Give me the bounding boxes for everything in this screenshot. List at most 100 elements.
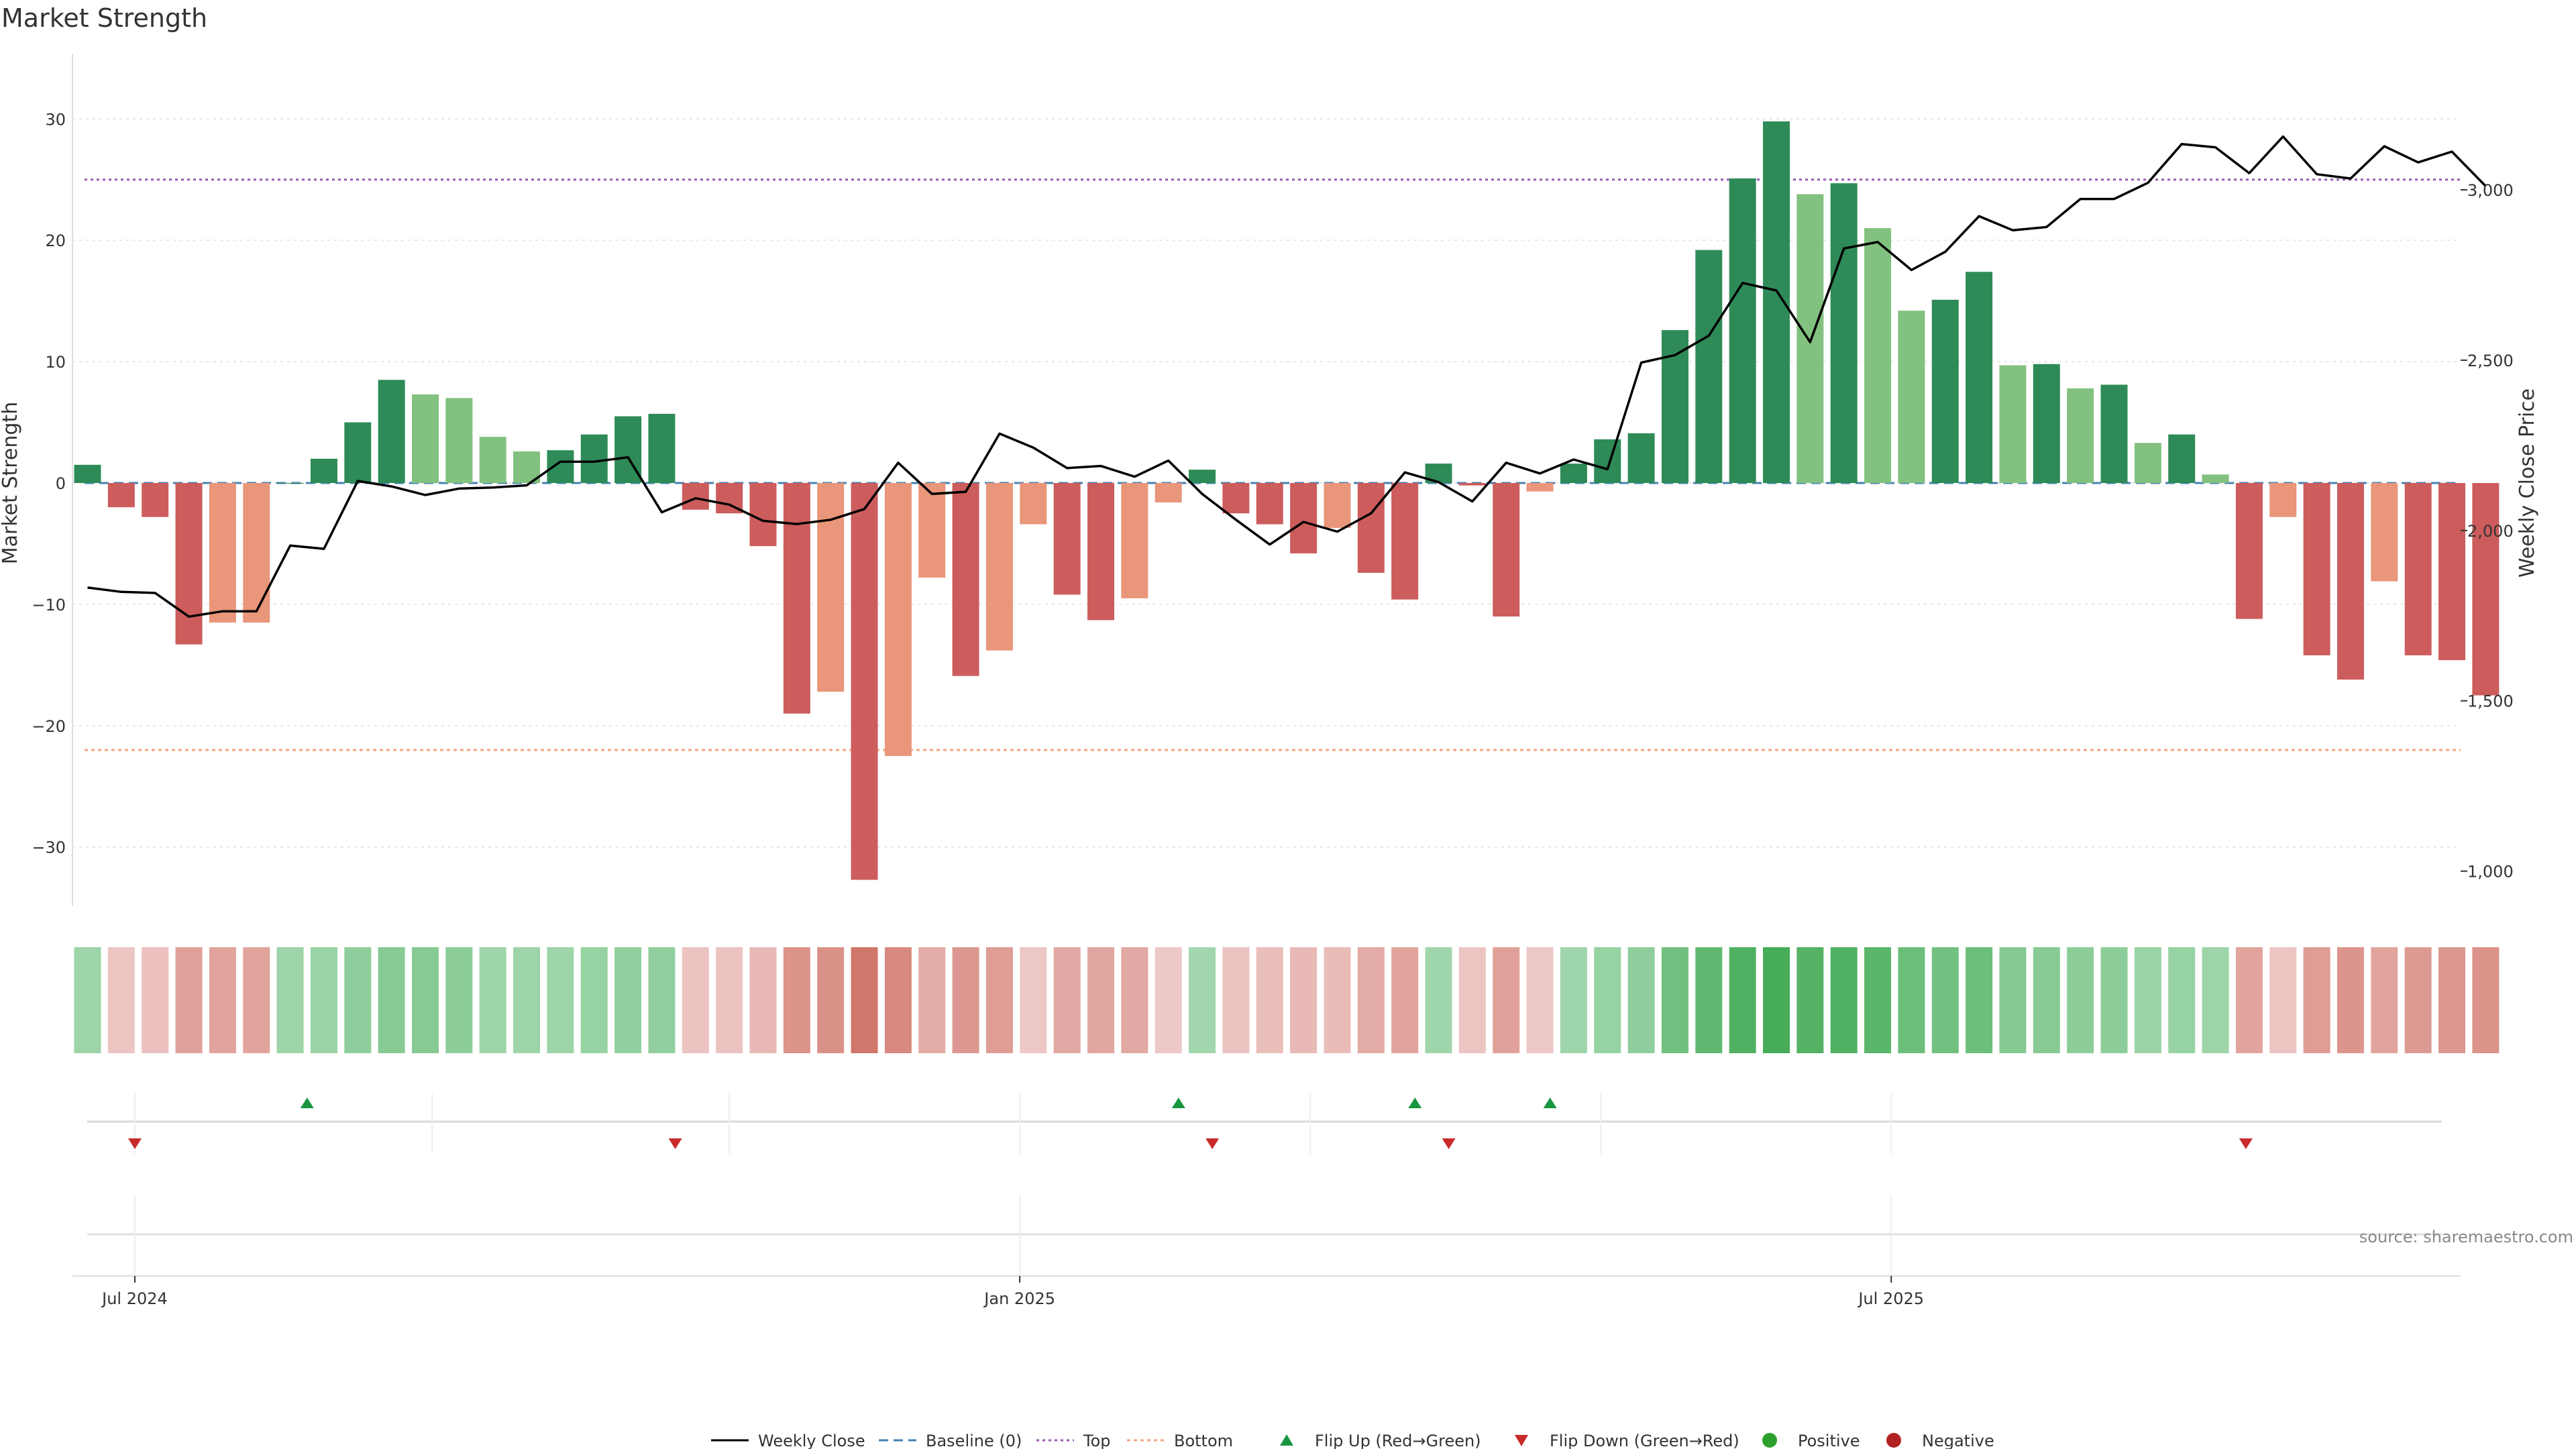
heat-cell [614,947,642,1053]
heat-cell [716,947,743,1053]
heat-cell [142,947,169,1053]
heat-cell [648,947,676,1053]
strength-bar [1830,183,1858,483]
legend-label: Negative [1922,1432,1994,1449]
y2-tick-label: 2,500 [2467,352,2514,370]
heat-cell [1695,947,1723,1053]
strength-bar [1458,483,1486,486]
strength-bar [142,483,169,517]
strength-bar [2067,388,2094,483]
y-tick-label: −20 [32,717,66,736]
strength-bar [2371,483,2398,582]
heat-cell [952,947,979,1053]
strength-bar [1020,483,1047,525]
strength-bar [2100,384,2128,483]
legend-label: Top [1083,1432,1111,1449]
strength-bar [884,483,912,757]
strength-bar [749,483,777,547]
strength-bar [310,458,337,483]
strength-bar [412,394,439,483]
strength-bar [682,483,709,510]
heat-cell [310,947,337,1053]
strength-bar [1864,228,1892,483]
strength-bar [378,380,405,483]
strength-bar [817,483,845,692]
heat-cell [1864,947,1892,1053]
strength-bar [276,483,304,484]
heat-cell [1357,947,1385,1053]
heat-cell [918,947,946,1053]
heat-cell [1526,947,1554,1053]
strength-bar [1627,433,1655,483]
heat-cell [884,947,912,1053]
y-tick-label: 30 [45,110,66,129]
flip-up-marker [1171,1097,1185,1108]
heat-cell [175,947,203,1053]
strength-bar [1493,483,1520,616]
heat-cell [2472,947,2500,1053]
strength-bar [1560,464,1587,483]
strength-bar [2202,474,2229,483]
y-axis-label: Market Strength [0,402,22,564]
legend-swatch [1280,1434,1293,1446]
flip-down-marker [668,1138,682,1149]
legend-swatch [1886,1433,1901,1448]
strength-bar [1189,470,1216,483]
y-tick-label: 20 [45,231,66,250]
heat-cell [1053,947,1081,1053]
legend-label: Weekly Close [758,1432,865,1449]
strength-bar [1222,483,1250,514]
strength-bar [2472,483,2500,696]
heat-cell [1290,947,1318,1053]
strength-bar [1256,483,1283,525]
strength-bar [2168,434,2196,483]
heat-cell [2168,947,2196,1053]
strength-bar [2337,483,2364,680]
y-tick-label: −10 [32,596,66,614]
heat-cell [851,947,878,1053]
heat-cell [412,947,439,1053]
heat-cell [2438,947,2465,1053]
flip-down-marker [127,1138,142,1149]
heat-cell [2134,947,2161,1053]
legend-label: Flip Up (Red→Green) [1315,1432,1481,1449]
heat-cell [1729,947,1756,1053]
heat-cell [1966,947,1993,1053]
y-tick-label: −30 [32,839,66,857]
legend-label: Bottom [1174,1432,1233,1449]
y2-axis-label: Weekly Close Price [2516,388,2539,578]
heat-cell [2337,947,2364,1053]
strength-bar [1729,178,1756,483]
strength-bar [1526,483,1554,492]
heat-cell [2371,947,2398,1053]
heat-cell [1121,947,1148,1053]
legend-swatch [1515,1435,1528,1446]
strength-bar [547,450,574,483]
strength-bar [2134,443,2161,483]
strength-bar [1763,121,1790,484]
legend-label: Flip Down (Green→Red) [1550,1432,1739,1449]
heat-cell [1458,947,1486,1053]
heat-cell [1796,947,1824,1053]
heat-cell [2100,947,2128,1053]
heat-cell [1560,947,1587,1053]
flip-down-marker [1205,1138,1220,1149]
strength-bar [1357,483,1385,573]
strength-bar [1155,483,1182,502]
heat-cell [580,947,608,1053]
strength-bar [1594,439,1621,483]
x-tick-label: Jan 2025 [983,1289,1055,1308]
strength-bar [1290,483,1318,553]
heat-cell [479,947,506,1053]
heat-cell [749,947,777,1053]
heat-cell [682,947,709,1053]
strength-bar [107,483,135,508]
strength-bar [648,413,676,483]
strength-bar [209,483,236,623]
heat-cell [1999,947,2027,1053]
heat-cell [985,947,1013,1053]
strength-bar [1121,483,1148,598]
strength-bar [2235,483,2263,619]
strength-bar [175,483,203,645]
